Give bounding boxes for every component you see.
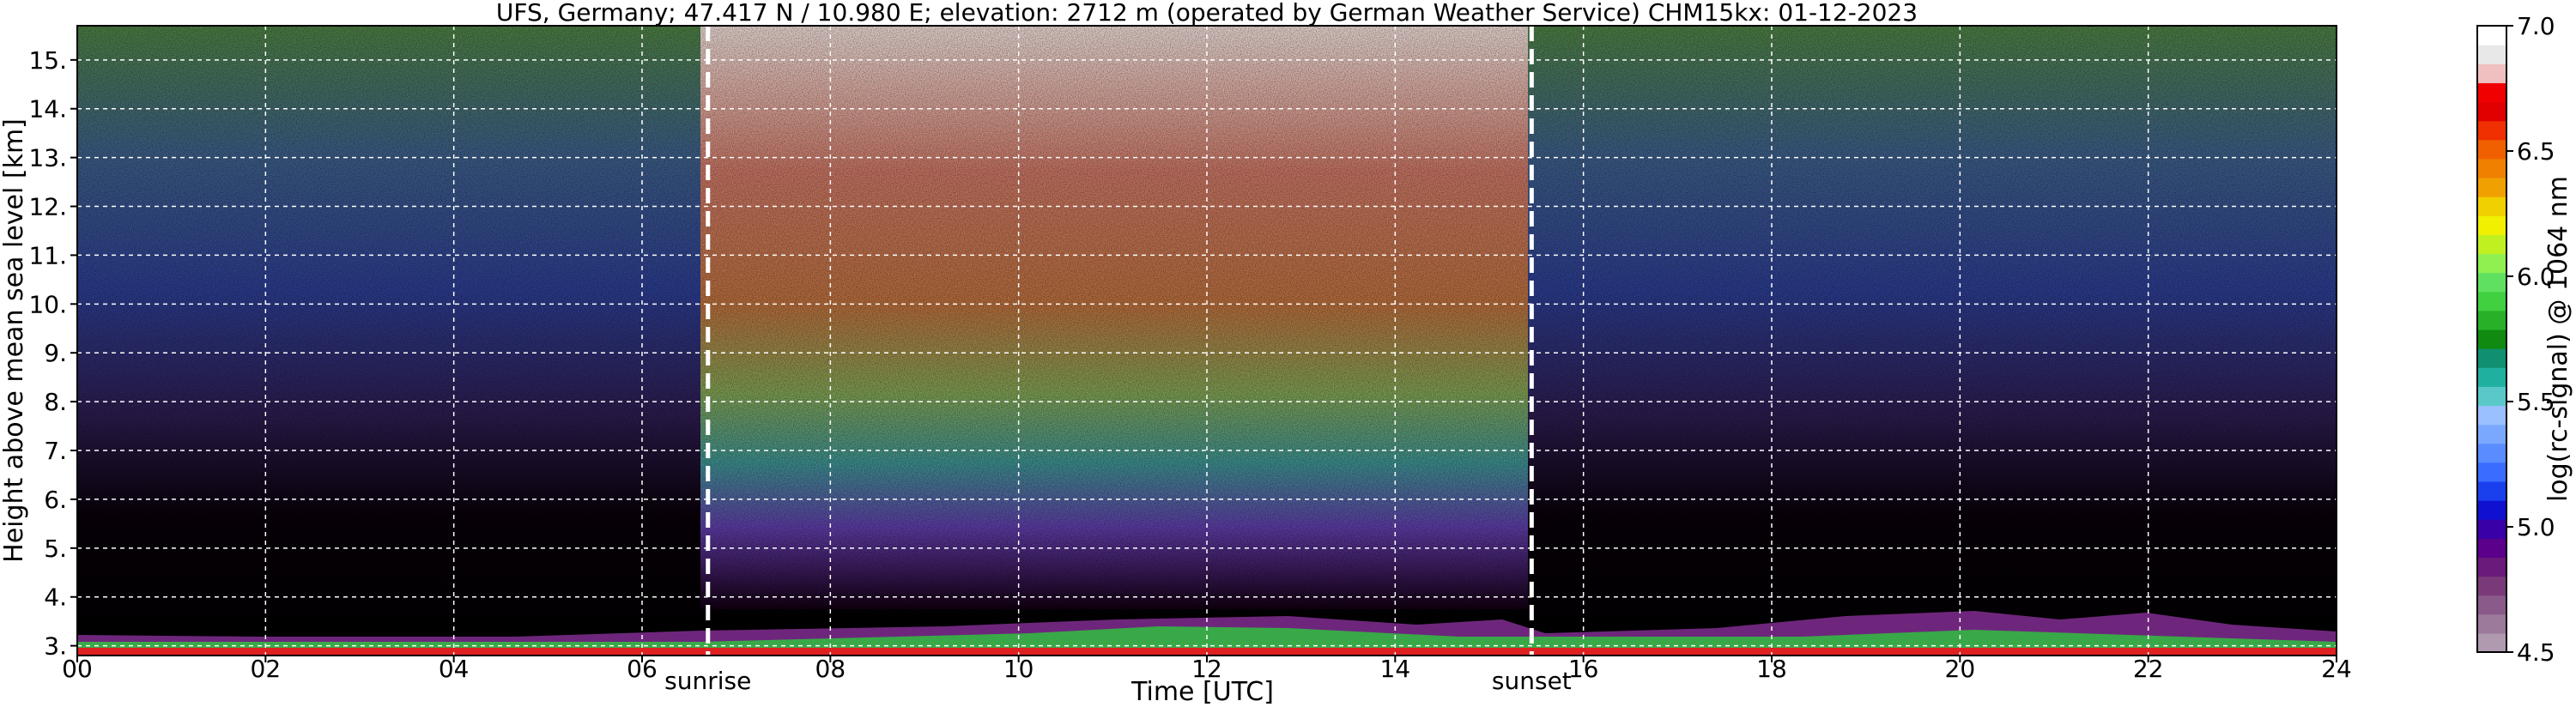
- colorbar-swatch: [2477, 462, 2506, 482]
- y-tick-label: 13.: [28, 144, 67, 172]
- colorbar-swatch: [2477, 576, 2506, 596]
- y-axis-ticks: 3. 4. 5. 6. 7. 8. 9. 10. 11. 12. 13. 14. 15.: [28, 46, 77, 661]
- colorbar-swatch: [2477, 139, 2506, 160]
- colorbar-swatch: [2477, 386, 2506, 407]
- y-tick-label: 7.: [44, 437, 67, 465]
- y-tick-label: 8.: [44, 388, 67, 416]
- colorbar-swatch: [2477, 613, 2506, 634]
- colorbar-swatch: [2477, 595, 2506, 615]
- colorbar-ticks: 4.5 5.0 5.5 6.0 6.5 7.0: [2506, 12, 2555, 667]
- x-tick-label: 02: [251, 655, 282, 683]
- colorbar-swatch: [2477, 500, 2506, 520]
- grid-horizontal: [77, 59, 2337, 647]
- y-tick-label: 12.: [28, 193, 67, 221]
- x-tick-label: 24: [2321, 655, 2352, 683]
- x-tick-label: 20: [1945, 655, 1976, 683]
- x-axis-label: Time [UTC]: [1130, 677, 1274, 707]
- x-tick-label: 14: [1380, 655, 1411, 683]
- colorbar-swatch: [2477, 272, 2506, 293]
- colorbar-label: log(rc-signal) @ 1064 nm: [2543, 176, 2573, 502]
- event-label-sunrise: sunrise: [664, 667, 751, 695]
- colorbar-swatch: [2477, 519, 2506, 539]
- y-tick-label: 10.: [28, 290, 67, 318]
- colorbar-swatch: [2477, 63, 2506, 83]
- event-labels: sunrise sunset: [664, 667, 1572, 695]
- x-axis-ticks: 00 02 04 06 08 10 12 14 16 18 20 22 24: [62, 655, 2352, 683]
- colorbar-swatch: [2477, 253, 2506, 274]
- colorbar-swatch: [2477, 234, 2506, 255]
- x-tick-label: 18: [1756, 655, 1787, 683]
- colorbar-tick-label: 6.5: [2517, 137, 2555, 166]
- colorbar: 4.5 5.0 5.5 6.0 6.5 7.0 log(rc-signal) @ 1064…: [2476, 12, 2573, 667]
- x-tick-label: 08: [815, 655, 846, 683]
- colorbar-swatch: [2477, 158, 2506, 178]
- x-tick-label: 04: [439, 655, 470, 683]
- y-tick-label: 9.: [44, 339, 67, 367]
- y-tick-label: 6.: [44, 486, 67, 514]
- colorbar-swatch: [2477, 405, 2506, 426]
- colorbar-swatch: [2477, 557, 2506, 577]
- colorbar-tick-label: 6.0: [2517, 263, 2555, 291]
- colorbar-swatch: [2477, 177, 2506, 197]
- colorbar-swatch: [2477, 329, 2506, 349]
- colorbar-swatch: [2477, 291, 2506, 311]
- colorbar-frame: [2476, 25, 2507, 653]
- colorbar-tick-label: 7.0: [2517, 12, 2555, 40]
- x-tick-label: 22: [2133, 655, 2164, 683]
- x-tick-label: 16: [1568, 655, 1599, 683]
- event-label-sunset: sunset: [1492, 667, 1572, 695]
- colorbar-swatch: [2477, 82, 2506, 103]
- y-tick-label: 5.: [44, 535, 67, 563]
- colorbar-swatch: [2477, 120, 2506, 141]
- y-axis-label: Height above mean sea level [km]: [0, 118, 29, 563]
- x-tick-label: 06: [627, 655, 658, 683]
- plot-area: [76, 25, 2337, 656]
- colorbar-swatch: [2477, 348, 2506, 368]
- x-tick-label: 00: [62, 655, 93, 683]
- colorbar-swatch: [2477, 101, 2506, 122]
- colorbar-swatch: [2477, 26, 2506, 45]
- colorbar-tick-label: 5.0: [2517, 513, 2555, 541]
- colorbar-swatch: [2477, 45, 2506, 64]
- colorbar-swatch: [2477, 196, 2506, 216]
- colorbar-swatch: [2477, 215, 2506, 235]
- y-tick-label: 15.: [28, 46, 67, 75]
- y-tick-label: 14.: [28, 95, 67, 124]
- event-lines: [706, 26, 1534, 656]
- colorbar-swatch: [2477, 443, 2506, 463]
- y-tick-label: 11.: [28, 241, 67, 269]
- x-tick-label: 10: [1003, 655, 1034, 683]
- colorbar-swatch: [2477, 424, 2506, 444]
- x-tick-label: 12: [1191, 655, 1222, 683]
- colorbar-swatch: [2477, 538, 2506, 558]
- colorbar-tick-label: 5.5: [2517, 388, 2555, 416]
- colorbar-swatch: [2477, 367, 2506, 387]
- y-tick-label: 4.: [44, 583, 67, 612]
- colorbar-tick-label: 4.5: [2517, 638, 2555, 667]
- colorbar-swatch: [2477, 310, 2506, 330]
- colorbar-swatch: [2477, 480, 2506, 501]
- colorbar-swatch: [2477, 632, 2506, 653]
- y-tick-label: 3.: [44, 632, 67, 661]
- chart-title: UFS, Germany; 47.417 N / 10.980 E; eleva…: [496, 0, 1918, 27]
- colorbar-swatches: [2477, 26, 2506, 653]
